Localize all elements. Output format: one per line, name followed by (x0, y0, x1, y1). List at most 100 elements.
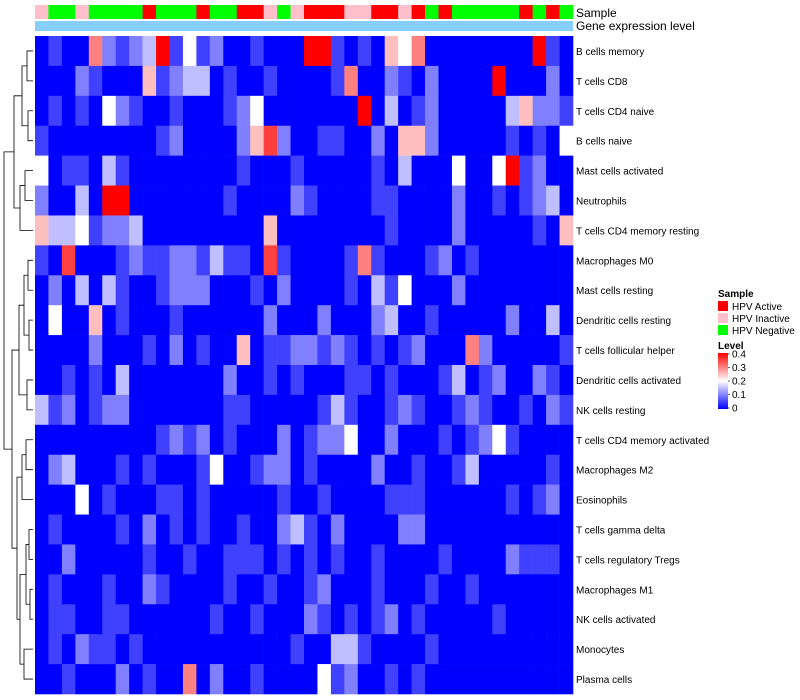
sample-cell (384, 5, 399, 19)
heatmap-cell (102, 335, 116, 366)
sample-track-label: Sample (576, 6, 617, 20)
heatmap-cell (438, 394, 453, 426)
heatmap-cell (371, 245, 385, 276)
heatmap-cell (102, 604, 116, 635)
heatmap-cell (48, 484, 63, 515)
heatmap-cell (492, 544, 507, 575)
heatmap-cell (115, 544, 130, 575)
heatmap-cell (223, 305, 238, 336)
heatmap-cell (88, 544, 103, 575)
heatmap-cell (236, 185, 251, 216)
heatmap-cell (532, 365, 547, 396)
heatmap-cell (559, 664, 574, 695)
row-label: Mast cells resting (576, 286, 653, 297)
heatmap-cell (425, 574, 439, 605)
heatmap-cell (532, 95, 547, 127)
row-labels: B cells memory T cells CD8 T cells CD4 nai… (576, 47, 709, 686)
heatmap-cell (263, 95, 278, 127)
heatmap-cell (519, 305, 533, 336)
row-label: Eosinophils (576, 496, 627, 507)
heatmap-cell (384, 125, 399, 156)
heatmap-cell (290, 484, 305, 515)
heatmap-cell (492, 484, 507, 515)
heatmap-cell (559, 365, 574, 396)
heatmap-cell (505, 394, 520, 426)
heatmap-cell (223, 454, 238, 485)
heatmap-cell (478, 424, 493, 456)
heatmap-cell (532, 574, 547, 605)
sample-cell (263, 5, 278, 19)
heatmap-cell (465, 125, 480, 156)
heatmap-cell (88, 155, 103, 186)
heatmap-cell (223, 95, 238, 127)
heatmap-cell (492, 125, 507, 156)
heatmap-cell (142, 95, 157, 127)
heatmap-cell (196, 634, 211, 665)
heatmap-cell (156, 125, 170, 156)
level-ticks: 0.4 0.3 0.2 0.1 0 (728, 350, 746, 415)
heatmap-cell (465, 454, 480, 485)
heatmap-cell (156, 305, 170, 336)
heatmap-cell (384, 664, 399, 695)
heatmap-cell (223, 65, 238, 97)
heatmap-cell (35, 275, 49, 306)
heatmap-cell (384, 155, 399, 186)
heatmap-cell (115, 185, 130, 216)
heatmap-cell (344, 155, 359, 186)
legend-swatch-hpv-active (718, 301, 728, 311)
heatmap-cell (317, 544, 332, 575)
heatmap-cell (48, 215, 63, 246)
heatmap-cell (263, 65, 278, 97)
heatmap-cell (169, 664, 184, 695)
heatmap-cell (425, 604, 439, 635)
row-label: Macrophages M1 (576, 585, 654, 596)
heatmap-cell (371, 634, 385, 665)
heatmap-cell (384, 65, 399, 97)
heatmap-cell (250, 365, 264, 396)
heatmap-cell (277, 544, 291, 575)
heatmap-cell (75, 365, 90, 396)
heatmap-cell (250, 245, 264, 276)
heatmap-cell (209, 424, 224, 456)
heatmap-cell (330, 305, 345, 336)
heatmap-cell (384, 394, 399, 426)
heatmap-cell (142, 65, 157, 97)
heatmap-cell (398, 155, 412, 186)
heatmap-cell (290, 65, 305, 97)
heatmap-cell (546, 335, 560, 366)
heatmap-cell (250, 514, 264, 545)
heatmap-cell (304, 95, 318, 127)
heatmap-cell (451, 275, 466, 306)
heatmap-cell (263, 245, 278, 276)
row-label: Macrophages M2 (576, 466, 654, 477)
heatmap-cell (61, 215, 76, 246)
heatmap-cell (169, 245, 184, 276)
heatmap-cell (357, 155, 372, 186)
heatmap-cell (277, 454, 291, 485)
heatmap-cell (129, 544, 143, 575)
heatmap-cell (330, 215, 345, 246)
heatmap-cell (519, 36, 533, 67)
heatmap-cell (344, 514, 359, 545)
heatmap-cell (236, 95, 251, 127)
heatmap-cell (438, 454, 453, 485)
heatmap-cell (492, 424, 507, 456)
heatmap-cell (182, 335, 197, 366)
dendrogram-branch (28, 529, 33, 560)
heatmap-cell (156, 155, 170, 186)
heatmap-cell (142, 335, 157, 366)
heatmap-cell (61, 275, 76, 306)
heatmap-cell (304, 125, 318, 156)
sample-cell (156, 5, 170, 19)
heatmap-cell (182, 634, 197, 665)
heatmap-cell (61, 514, 76, 545)
heatmap-cell (223, 394, 238, 426)
heatmap-cell (438, 215, 453, 246)
heatmap-cell (223, 36, 238, 67)
heatmap-cell (88, 275, 103, 306)
heatmap-cell (317, 454, 332, 485)
heatmap-cell (398, 604, 412, 635)
heatmap-cell (438, 245, 453, 276)
heatmap-cell (384, 245, 399, 276)
heatmap-cell (75, 604, 90, 635)
